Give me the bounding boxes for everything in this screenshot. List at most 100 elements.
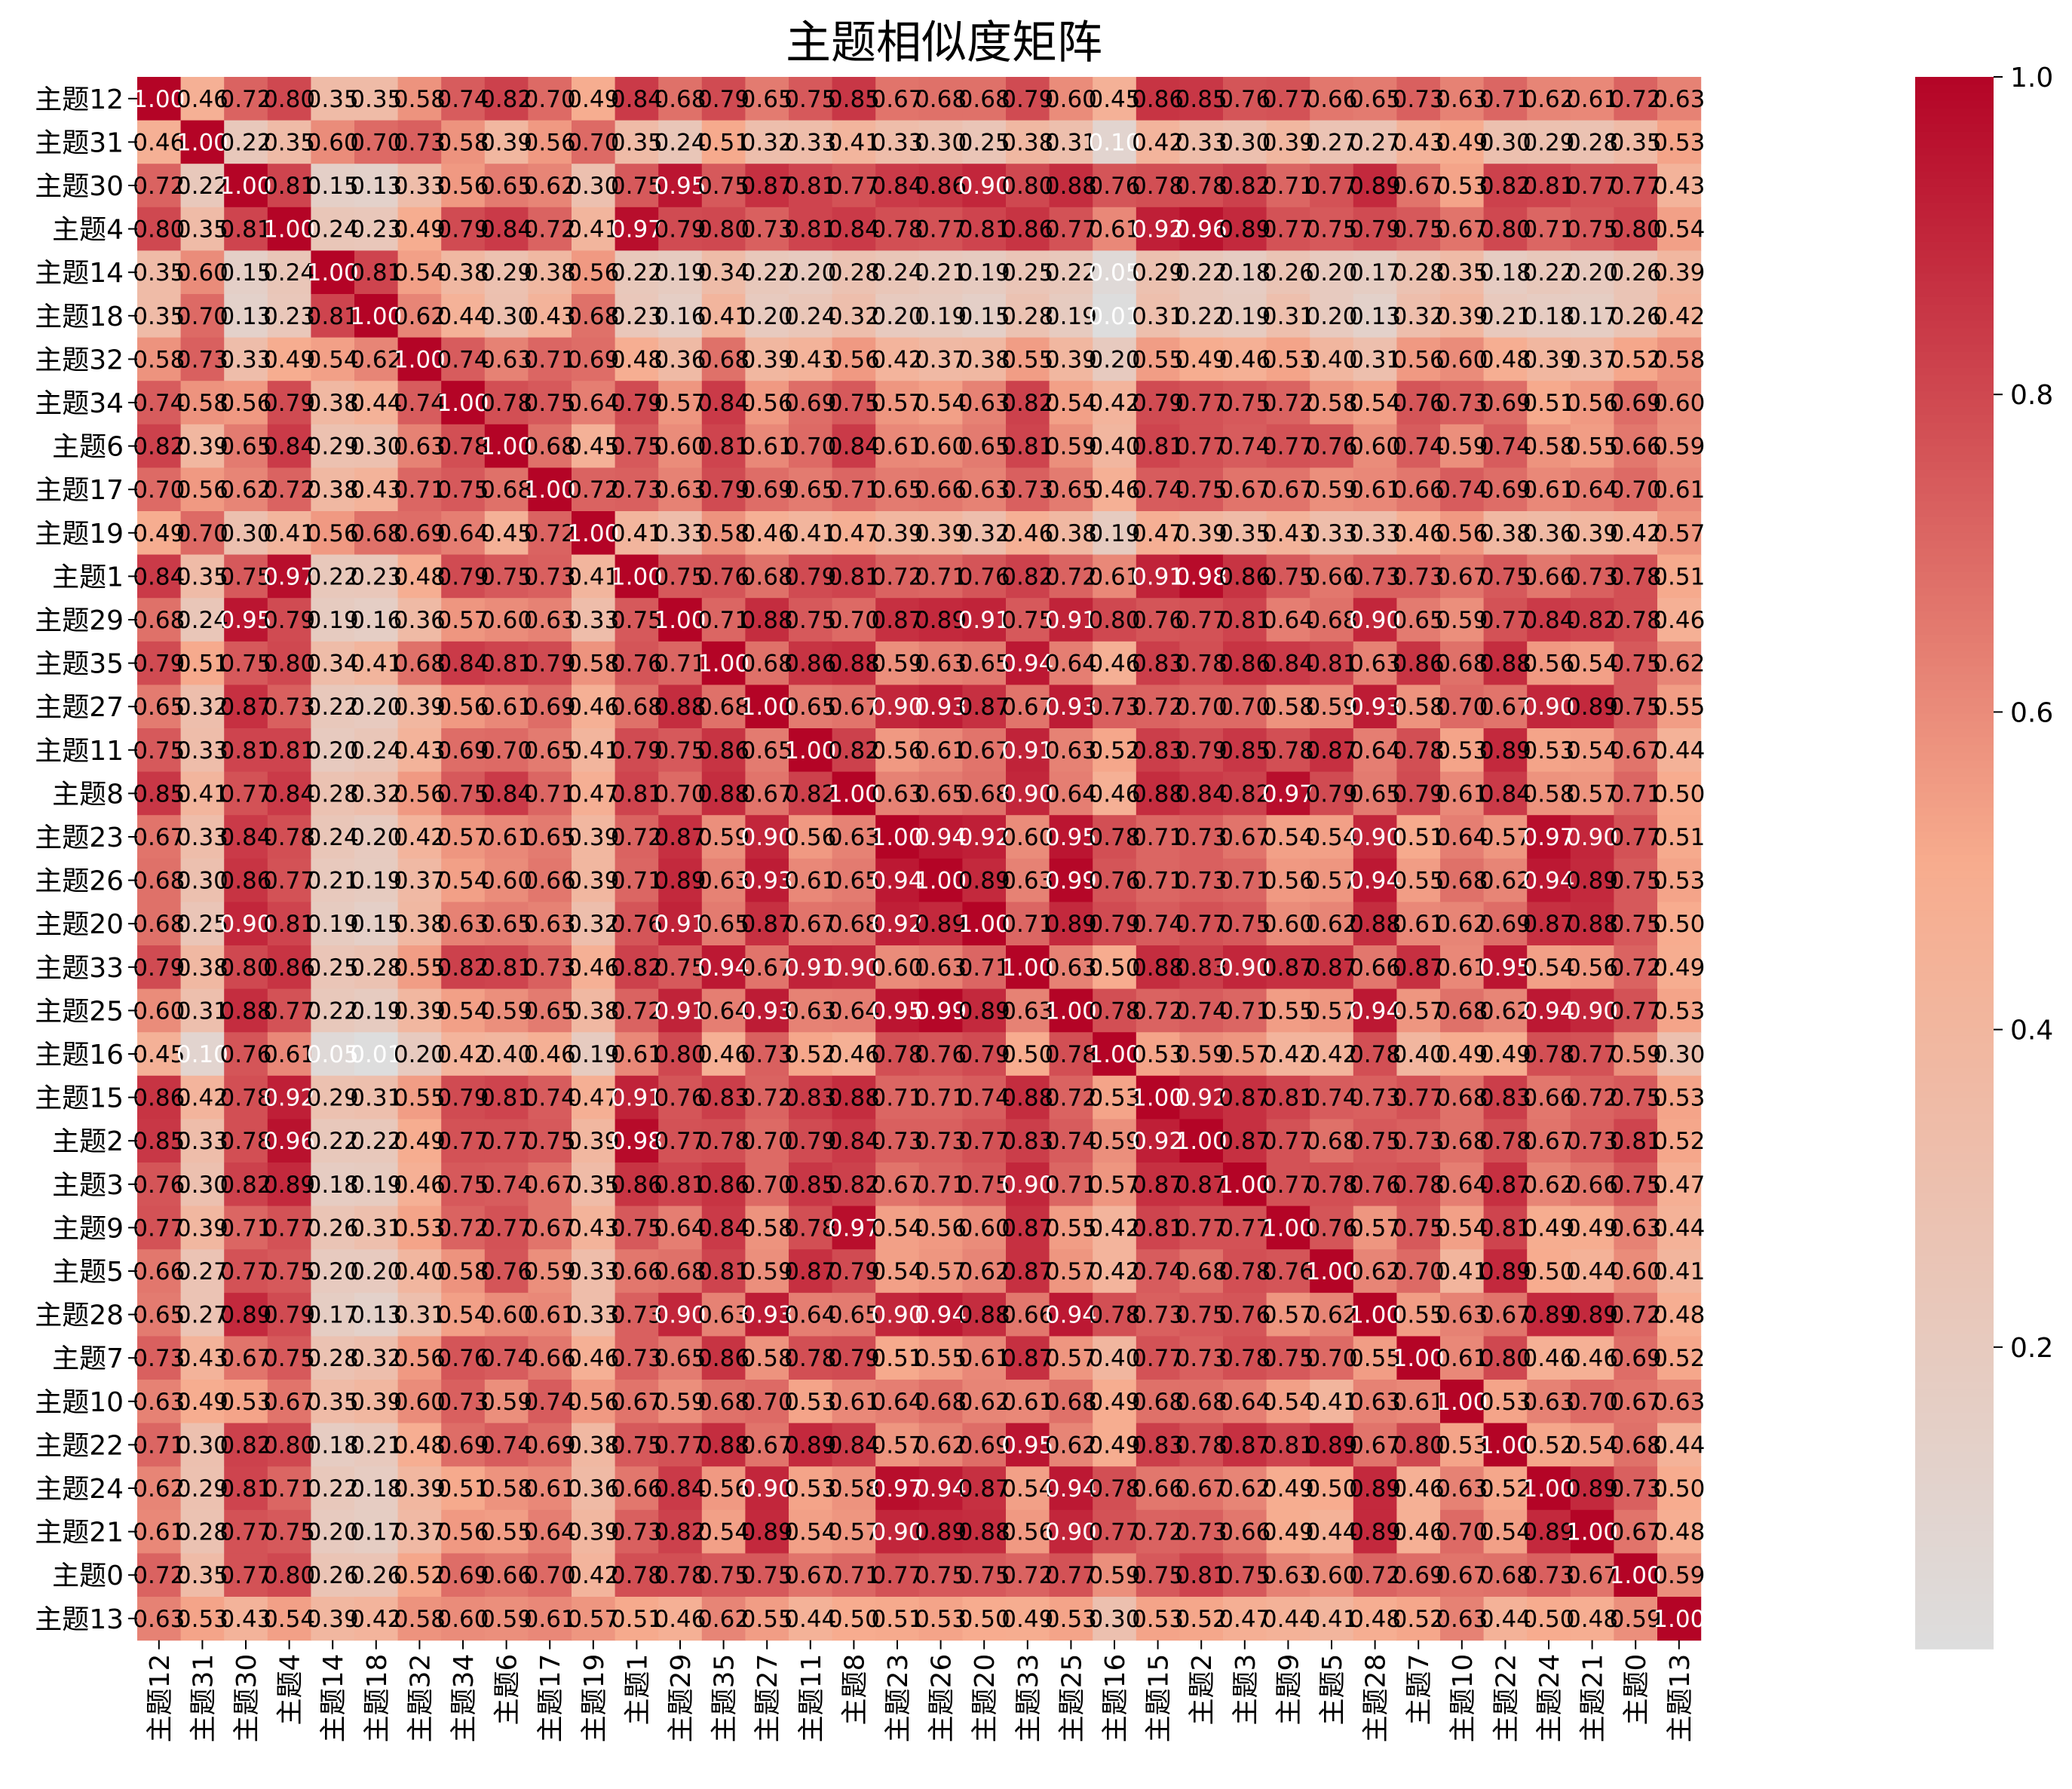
heatmap-cell (1570, 685, 1614, 729)
heatmap-cell (875, 1075, 920, 1120)
heatmap-cell (311, 1075, 355, 1120)
heatmap-cell (137, 77, 182, 121)
heatmap-cell (1396, 988, 1441, 1033)
heatmap-cell (875, 1466, 920, 1511)
heatmap-cell (615, 728, 659, 773)
heatmap-cell (180, 685, 225, 729)
heatmap-cell (789, 1119, 833, 1163)
heatmap-cell (137, 902, 182, 946)
heatmap-cell (354, 294, 399, 339)
heatmap-cell (1527, 511, 1571, 556)
heatmap-cell (1440, 858, 1485, 902)
heatmap-cell (615, 120, 659, 164)
heatmap-cell (615, 902, 659, 946)
heatmap-cell (1570, 1466, 1614, 1511)
x-tick-label: 主题10 (1448, 1654, 1479, 1743)
heatmap-cell (1527, 641, 1571, 685)
colorbar-segment (1915, 925, 1994, 935)
colorbar-segment (1915, 587, 1994, 596)
heatmap-cells (137, 77, 1702, 1641)
heatmap-cell (1657, 467, 1702, 512)
heatmap-cell (1266, 1205, 1310, 1250)
heatmap-cell (701, 1509, 746, 1554)
heatmap-cell (572, 1119, 616, 1163)
heatmap-cell (1179, 120, 1224, 164)
colorbar-segment (1915, 1294, 1994, 1304)
heatmap-cell (1179, 1119, 1224, 1163)
colorbar-segment (1915, 1601, 1994, 1610)
heatmap-cell (1006, 511, 1050, 556)
heatmap-cell (701, 685, 746, 729)
x-tick-label: 主题34 (449, 1654, 480, 1743)
heatmap-cell (1223, 1119, 1267, 1163)
heatmap-cell (311, 902, 355, 946)
y-tick-label: 主题11 (35, 736, 124, 767)
heatmap-cell (1353, 511, 1397, 556)
colorbar-segment (1915, 171, 1994, 180)
colorbar-segment (1915, 1475, 1994, 1484)
heatmap-cell (701, 120, 746, 164)
colorbar-segment (1915, 807, 1994, 816)
heatmap-cell (1657, 1423, 1702, 1467)
heatmap-cell (1179, 1163, 1224, 1207)
heatmap-cell (1093, 77, 1137, 121)
heatmap-cell (1266, 988, 1310, 1033)
heatmap-cell (1179, 685, 1224, 729)
heatmap-cell (180, 988, 225, 1033)
heatmap-cell (1049, 858, 1093, 902)
heatmap-cell (918, 381, 963, 425)
heatmap-cell (484, 337, 529, 381)
heatmap-cell (397, 1336, 442, 1380)
heatmap-cell (918, 771, 963, 816)
colorbar-segment (1915, 1067, 1994, 1076)
heatmap-cell (615, 771, 659, 816)
colorbar-segment (1915, 768, 1994, 777)
heatmap-cell (745, 1466, 789, 1511)
heatmap-cell (1614, 1509, 1658, 1554)
colorbar-segment (1915, 1389, 1994, 1398)
heatmap-cell (658, 381, 703, 425)
heatmap-cell (615, 1466, 659, 1511)
heatmap-cell (1266, 1292, 1310, 1337)
heatmap-cell (789, 598, 833, 642)
heatmap-cell (180, 1075, 225, 1120)
heatmap-cell (528, 1336, 572, 1380)
heatmap-cell (224, 77, 268, 121)
heatmap-cell (441, 164, 486, 208)
heatmap-cell (789, 1032, 833, 1077)
colorbar-segment (1915, 100, 1994, 109)
heatmap-cell (1006, 771, 1050, 816)
heatmap-cell (137, 1292, 182, 1337)
heatmap-cell (1310, 1380, 1354, 1424)
heatmap-cell (1179, 1380, 1224, 1424)
colorbar-segment (1915, 124, 1994, 133)
heatmap-cell (1396, 858, 1441, 902)
heatmap-cell (1266, 728, 1310, 773)
colorbar-segment (1915, 1460, 1994, 1469)
y-tick-label: 主题28 (35, 1300, 124, 1331)
colorbar-segment (1915, 548, 1994, 557)
heatmap-cell (875, 337, 920, 381)
heatmap-cell (1527, 467, 1571, 512)
heatmap-cell (397, 641, 442, 685)
heatmap-cell (397, 685, 442, 729)
heatmap-cell (962, 381, 1007, 425)
heatmap-cell (1570, 77, 1614, 121)
heatmap-cell (354, 1119, 399, 1163)
heatmap-cell (528, 902, 572, 946)
heatmap-cell (441, 511, 486, 556)
heatmap-cell (918, 1553, 963, 1598)
heatmap-cell (1396, 1553, 1441, 1598)
heatmap-cell (1527, 337, 1571, 381)
heatmap-cell (1614, 598, 1658, 642)
heatmap-cell (1440, 511, 1485, 556)
heatmap-cell (701, 77, 746, 121)
heatmap-cell (1440, 1423, 1485, 1467)
heatmap-cell (1570, 598, 1614, 642)
colorbar-segment (1915, 596, 1994, 605)
heatmap-cell (572, 902, 616, 946)
colorbar-segment (1915, 1074, 1994, 1084)
heatmap-cell (354, 1466, 399, 1511)
heatmap-cell (1657, 641, 1702, 685)
heatmap-cell (484, 467, 529, 512)
